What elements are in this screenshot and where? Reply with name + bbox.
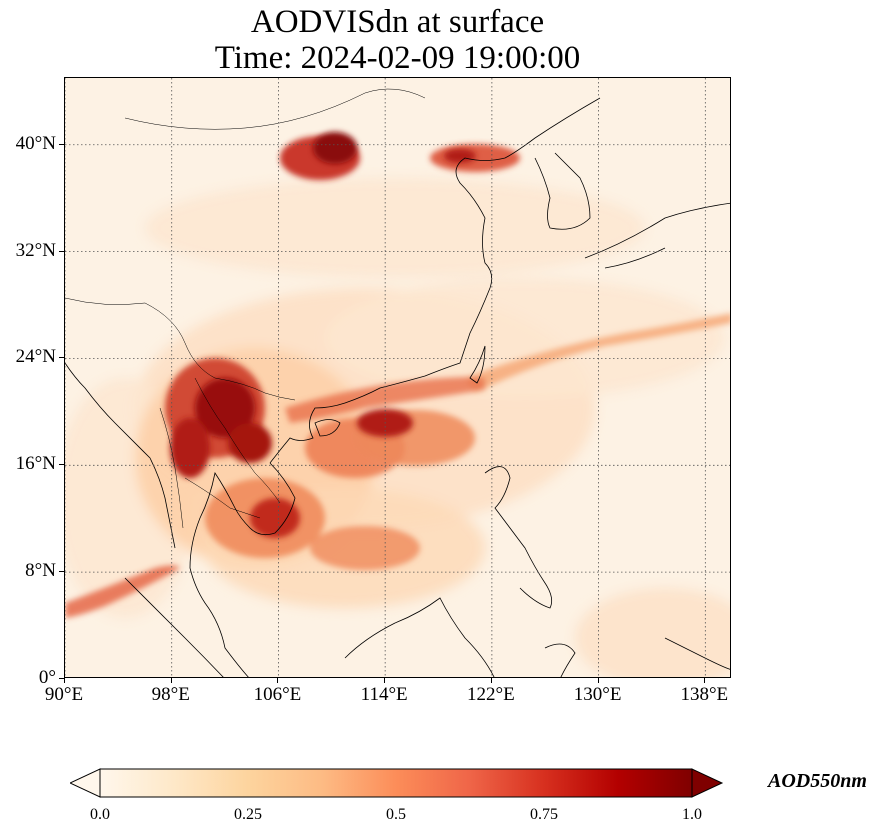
- map-plot-area: [64, 77, 731, 678]
- gridlines: [65, 78, 730, 677]
- colorbar-extend-min: [70, 768, 101, 798]
- aod-plume-taiwan-east: [465, 313, 730, 393]
- coastline-japan: [584, 202, 730, 269]
- lon-tick-label: 130°E: [573, 684, 622, 705]
- coastline-sulawesi: [544, 643, 576, 677]
- lat-tick-mark: [59, 464, 64, 466]
- aod-plume-andaman: [65, 565, 180, 618]
- aod-hotspot-vietnam-north: [228, 423, 272, 463]
- lon-tick-mark: [277, 678, 279, 683]
- aod-hotspot-myanmar: [170, 418, 210, 478]
- aod-hotspot-cambodia: [250, 498, 300, 538]
- coastline-taiwan: [469, 345, 486, 384]
- coastline-borneo: [344, 597, 495, 677]
- lat-tick-label: 40°N: [15, 132, 56, 154]
- lat-tick-mark: [59, 357, 64, 359]
- aod-hotspot-bohai: [444, 149, 476, 163]
- lat-tick-label: 24°N: [15, 346, 56, 368]
- colorbar-tick-label: 0.5: [386, 806, 406, 823]
- lat-tick-label: 32°N: [15, 239, 56, 261]
- lat-tick-mark: [59, 250, 64, 252]
- colorbar-tick-label: 0.75: [530, 806, 558, 823]
- aod-haze-north-plain: [145, 178, 645, 278]
- lat-tick-label: 16°N: [15, 453, 56, 475]
- coastline-myanmar: [65, 362, 176, 549]
- colorbar-tick-label: 0.25: [234, 806, 262, 823]
- lat-tick-label: 8°N: [25, 560, 56, 582]
- aod-plume-scs-south: [310, 526, 420, 570]
- country-borders: [65, 88, 426, 529]
- lat-tick-mark: [59, 571, 64, 573]
- lat-tick-mark: [59, 678, 64, 679]
- coastline-sumatra: [124, 577, 224, 677]
- coastline-korea: [534, 152, 591, 230]
- colorbar-label: AOD550nm: [768, 770, 867, 792]
- aod-map: [65, 78, 730, 677]
- lon-tick-mark: [704, 678, 706, 683]
- colorbar-gradient: [99, 768, 693, 798]
- colorbar-extend-max: [691, 768, 724, 798]
- lon-tick-mark: [597, 678, 599, 683]
- border-laos: [194, 377, 281, 504]
- lon-tick-label: 138°E: [680, 684, 729, 705]
- lon-tick-mark: [170, 678, 172, 683]
- border-china-south: [65, 297, 296, 401]
- border-thailand-cambodia: [184, 477, 261, 519]
- lon-tick-mark: [384, 678, 386, 683]
- coastline-hainan: [314, 419, 341, 437]
- lat-tick-label: 0°: [38, 667, 56, 688]
- lon-tick-mark: [64, 678, 65, 683]
- coastlines: [65, 97, 730, 677]
- coastline-indochina: [189, 462, 296, 677]
- lon-tick-label: 90°E: [44, 684, 84, 705]
- aod-plume-coast: [285, 377, 485, 423]
- map-title: AODVISdn at surface: [250, 4, 545, 40]
- colorbar-tick-label: 1.0: [682, 806, 702, 823]
- lon-tick-mark: [490, 678, 492, 683]
- lon-tick-label: 122°E: [467, 684, 515, 705]
- lat-tick-mark: [59, 143, 64, 145]
- lon-tick-label: 114°E: [360, 684, 408, 705]
- aod-haze-pacific: [575, 588, 730, 677]
- border-china-mongolia: [124, 88, 426, 130]
- border-myanmar-thailand: [159, 407, 184, 529]
- colorbar-tick-label: 0.0: [90, 806, 110, 823]
- aod-hotspot-laos: [195, 378, 255, 438]
- colorbar: [70, 768, 724, 798]
- aod-haze-east-sea: [325, 278, 725, 398]
- lon-tick-label: 98°E: [151, 684, 190, 705]
- coastline-philippines: [484, 466, 553, 609]
- aod-hotspot-ordos: [313, 132, 357, 164]
- aerosol-hotspots: [170, 132, 476, 538]
- map-subtitle-time: Time: 2024-02-09 19:00:00: [214, 40, 581, 76]
- lon-tick-label: 106°E: [253, 684, 302, 705]
- coastline-china-east: [269, 97, 601, 464]
